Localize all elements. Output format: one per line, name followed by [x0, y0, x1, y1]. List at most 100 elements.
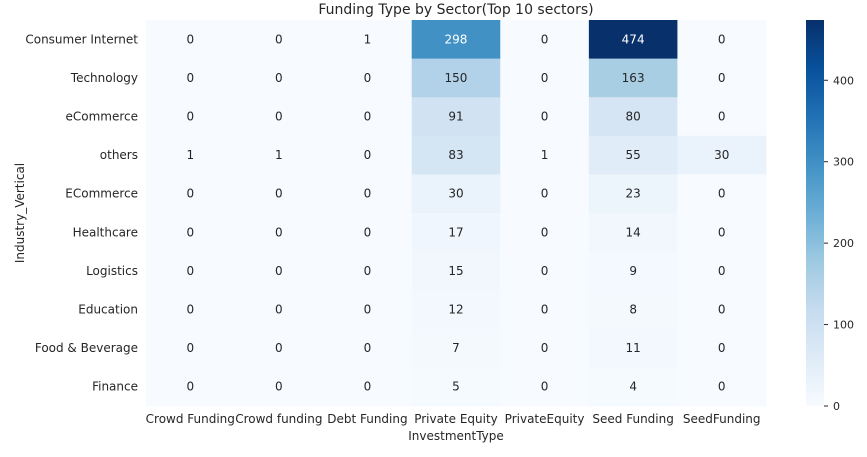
heatmap-cell — [677, 135, 767, 175]
heatmap-cell — [677, 213, 767, 253]
heatmap-cell — [500, 174, 590, 214]
cell-value-label: 1 — [275, 148, 283, 162]
y-tick-label: Education — [78, 303, 138, 317]
cell-value-label: 0 — [364, 303, 372, 317]
heatmap-cell — [588, 135, 678, 175]
chart-title: Funding Type by Sector(Top 10 sectors) — [318, 2, 593, 18]
heatmap-cell — [411, 251, 501, 291]
cell-value-label: 0 — [364, 110, 372, 124]
heatmap-cell — [411, 97, 501, 137]
cell-value-label: 0 — [364, 341, 372, 355]
cell-value-label: 0 — [364, 264, 372, 278]
cell-value-label: 0 — [541, 303, 549, 317]
cell-value-label: 12 — [448, 303, 463, 317]
cell-value-label: 80 — [625, 110, 640, 124]
cell-value-label: 0 — [541, 110, 549, 124]
heatmap-cell — [234, 251, 324, 291]
heatmap-cell — [234, 367, 324, 407]
heatmap-cell — [146, 58, 236, 98]
heatmap-cell — [411, 213, 501, 253]
heatmap-cell — [146, 290, 236, 330]
heatmap-cell — [677, 174, 767, 214]
heatmap-cell — [323, 367, 413, 407]
heatmap-cell — [588, 251, 678, 291]
cell-value-label: 55 — [625, 148, 640, 162]
heatmap-cell — [146, 367, 236, 407]
cell-value-label: 0 — [186, 341, 194, 355]
x-tick-label: SeedFunding — [683, 412, 761, 426]
colorbar-tick-label: 0 — [833, 400, 840, 413]
x-tick-label: Private Equity — [414, 412, 498, 426]
heatmap-cell — [677, 58, 767, 98]
heatmap-cell — [323, 58, 413, 98]
x-tick-label: PrivateEquity — [505, 412, 585, 426]
y-tick-label: ECommerce — [65, 187, 138, 201]
heatmap-cell — [677, 290, 767, 330]
cell-value-label: 0 — [718, 264, 726, 278]
x-axis-label: InvestmentType — [408, 429, 504, 443]
cell-value-label: 0 — [541, 341, 549, 355]
heatmap-cell — [146, 97, 236, 137]
y-tick-label: Logistics — [86, 264, 138, 278]
heatmap-cell — [677, 97, 767, 137]
cell-value-label: 0 — [186, 187, 194, 201]
cell-value-label: 0 — [718, 380, 726, 394]
colorbar-ticks: 0 100 200 300 400 — [824, 74, 854, 413]
cell-value-label: 0 — [275, 187, 283, 201]
heatmap-cell — [323, 328, 413, 368]
cell-value-label: 0 — [186, 71, 194, 85]
x-tick-label: Debt Funding — [327, 412, 407, 426]
cell-value-label: 0 — [186, 380, 194, 394]
cell-value-label: 0 — [275, 32, 283, 46]
cell-value-label: 474 — [622, 32, 645, 46]
cell-value-label: 0 — [275, 303, 283, 317]
cell-value-label: 91 — [448, 110, 463, 124]
cell-value-label: 0 — [186, 264, 194, 278]
cell-value-label: 0 — [541, 380, 549, 394]
heatmap-cell — [323, 213, 413, 253]
cell-value-label: 0 — [364, 148, 372, 162]
cell-value-label: 23 — [625, 187, 640, 201]
cell-value-label: 83 — [448, 148, 463, 162]
heatmap-cell — [677, 367, 767, 407]
heatmap-cell — [146, 328, 236, 368]
cell-value-label: 0 — [718, 303, 726, 317]
cell-value-label: 1 — [186, 148, 194, 162]
cell-value-label: 0 — [186, 110, 194, 124]
heatmap-cell — [588, 367, 678, 407]
colorbar-tick-label: 100 — [833, 319, 854, 332]
heatmap-cells: 0 0 1 298 0 474 00 0 0 150 0 163 00 0 0 91 0 80 01 1 0 83 1 55 3… — [146, 20, 767, 407]
heatmap-cell — [500, 213, 590, 253]
heatmap-cell — [411, 328, 501, 368]
heatmap-cell — [146, 251, 236, 291]
y-tick-label: Healthcare — [73, 225, 138, 239]
x-tick-labels: Crowd Funding Crowd funding Debt Funding Pr… — [146, 412, 761, 426]
heatmap-cell — [323, 20, 413, 60]
cell-value-label: 0 — [186, 303, 194, 317]
heatmap-cell — [500, 135, 590, 175]
x-tick-label: Seed Funding — [592, 412, 673, 426]
colorbar-tick-label: 300 — [833, 156, 854, 169]
y-tick-label: Consumer Internet — [25, 32, 138, 46]
y-tick-label: Food & Beverage — [35, 341, 138, 355]
cell-value-label: 298 — [445, 32, 468, 46]
heatmap-cell — [323, 97, 413, 137]
heatmap-cell — [411, 174, 501, 214]
heatmap-cell — [677, 251, 767, 291]
cell-value-label: 0 — [541, 32, 549, 46]
heatmap-cell — [500, 367, 590, 407]
cell-value-label: 0 — [541, 187, 549, 201]
y-axis-label: Industry_Vertical — [13, 163, 27, 263]
cell-value-label: 0 — [364, 380, 372, 394]
cell-value-label: 0 — [541, 264, 549, 278]
heatmap-cell — [588, 20, 678, 60]
cell-value-label: 0 — [541, 225, 549, 239]
heatmap-cell — [323, 174, 413, 214]
heatmap-cell — [234, 97, 324, 137]
heatmap-cell — [234, 20, 324, 60]
cell-value-label: 30 — [714, 148, 729, 162]
heatmap-cell — [234, 135, 324, 175]
heatmap-cell — [411, 58, 501, 98]
colorbar-tick-label: 200 — [833, 237, 854, 250]
